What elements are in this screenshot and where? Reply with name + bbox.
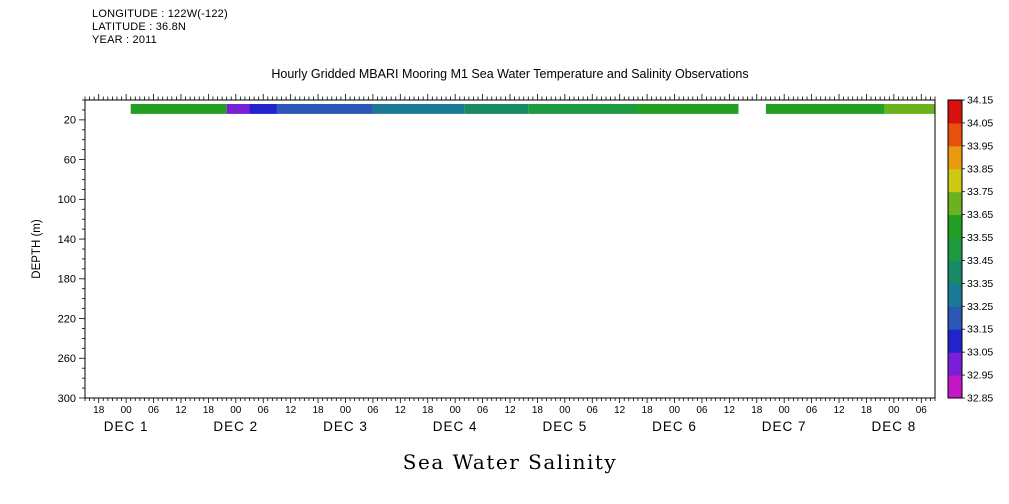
colorbar-tick-label: 33.45 [967,255,993,267]
y-tick-label: 20 [64,115,76,127]
colorbar-segment [948,145,962,170]
x-hour-label: 18 [93,405,105,416]
x-day-label: DEC 6 [652,419,697,434]
salinity-band-segment [528,103,638,114]
x-day-label: DEC 4 [433,419,478,434]
x-hour-label: 00 [888,405,900,416]
x-hour-label: 00 [669,405,681,416]
y-tick-label: 180 [58,274,76,286]
variable-label: Sea Water Salinity [402,450,618,474]
colorbar-tick-label: 32.85 [967,393,993,405]
colorbar-segment [948,122,962,147]
x-hour-label: 18 [313,405,325,416]
x-hour-label: 00 [340,405,352,416]
plot-frame [84,99,936,399]
x-hour-label: 06 [806,405,818,416]
x-day-label: DEC 8 [871,419,916,434]
x-hour-label: 12 [833,405,845,416]
colorbar-segment [948,306,962,330]
x-day-label: DEC 3 [323,419,368,434]
colorbar-segment [948,191,962,216]
colorbar-tick-label: 34.05 [967,117,993,129]
salinity-band-segment [226,103,250,114]
x-hour-label: 00 [450,405,462,416]
colorbar-segment [948,375,962,399]
latitude-label: LATITUDE : 36.8N [92,21,187,33]
x-hour-label: 00 [559,405,571,416]
x-hour-label: 06 [587,405,599,416]
salinity-band-segment [372,103,465,114]
colorbar-tick-label: 33.55 [967,232,993,244]
y-tick-label: 100 [58,194,76,206]
x-day-label: DEC 5 [542,419,587,434]
x-hour-label: 12 [395,405,407,416]
colorbar-tick-label: 33.65 [967,209,993,221]
colorbar-tick-label: 32.95 [967,370,993,382]
x-hour-label: 18 [422,405,434,416]
x-hour-label: 12 [724,405,736,416]
metadata-block: LONGITUDE : 122W(-122) LATITUDE : 36.8N … [92,8,228,47]
colorbar-tick-label: 33.85 [967,163,993,175]
x-hour-label: 12 [504,405,516,416]
x-hour-label: 12 [285,405,297,416]
year-label: YEAR : 2011 [92,34,157,46]
x-hour-label: 06 [477,405,489,416]
colorbar-segment [948,100,962,124]
colorbar-segment [948,260,962,284]
colorbar-segment [948,237,962,261]
x-hour-label: 18 [642,405,654,416]
x-day-label: DEC 2 [213,419,258,434]
colorbar-segment [948,283,962,307]
y-tick-label: 220 [58,313,76,325]
salinity-band-segment [464,103,529,114]
colorbar-tick-label: 33.95 [967,140,993,152]
y-axis-title: DEPTH (m) [31,219,43,279]
x-hour-label: 06 [258,405,270,416]
x-hour-label: 00 [779,405,791,416]
colorbar-tick-label: 33.05 [967,347,993,359]
x-hour-label: 06 [367,405,379,416]
x-hour-label: 12 [175,405,187,416]
salinity-band-segment [130,103,227,114]
colorbar-tick-label: 33.35 [967,278,993,290]
x-hour-label: 06 [148,405,160,416]
x-hour-label: 12 [614,405,626,416]
colorbar-tick-label: 33.15 [967,324,993,336]
y-tick-label: 260 [58,353,76,365]
x-hour-label: 00 [230,405,242,416]
salinity-band-segment [884,103,935,114]
colorbar-tick-label: 33.25 [967,301,993,313]
colorbar-segment [948,214,962,239]
x-hour-label: 06 [916,405,928,416]
salinity-band-segment [276,103,373,114]
x-hour-label: 00 [121,405,133,416]
plot-title: Hourly Gridded MBARI Mooring M1 Sea Wate… [271,67,749,81]
colorbar-frame [947,99,963,399]
x-hour-label: 18 [203,405,215,416]
colorbar-segment [948,168,962,193]
colorbar-segment [948,352,962,376]
salinity-band-segment [249,103,277,114]
colorbar-segment [948,329,962,353]
x-hour-label: 06 [696,405,708,416]
x-day-label: DEC 1 [104,419,149,434]
y-tick-label: 60 [64,154,76,166]
longitude-label: LONGITUDE : 122W(-122) [92,8,228,20]
salinity-band-segment [637,103,739,114]
x-hour-label: 18 [751,405,763,416]
colorbar-tick-label: 33.75 [967,186,993,198]
colorbar-tick-label: 34.15 [967,95,993,107]
x-day-label: DEC 7 [762,419,807,434]
y-tick-label: 140 [58,234,76,246]
salinity-band-segment [765,103,885,114]
x-hour-label: 18 [532,405,544,416]
y-tick-label: 300 [58,393,76,405]
x-hour-label: 18 [861,405,873,416]
